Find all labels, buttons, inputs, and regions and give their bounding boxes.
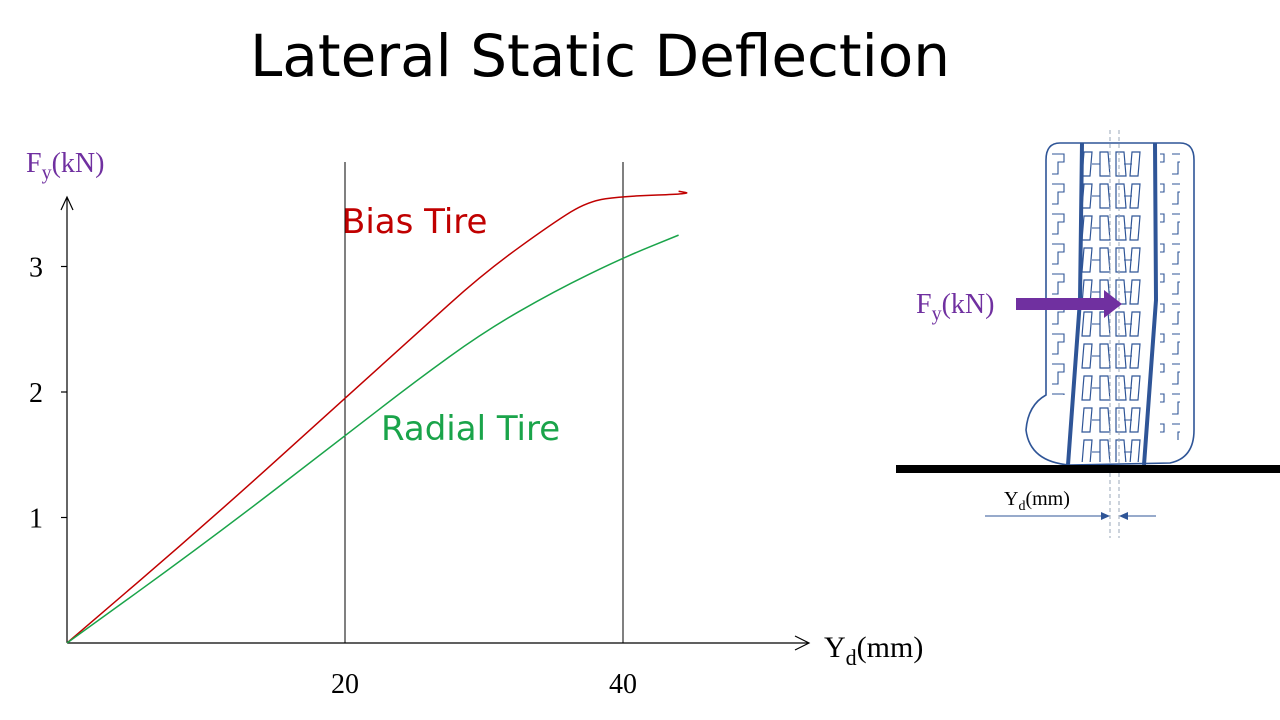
radial-tire-annotation: Radial Tire bbox=[381, 409, 560, 449]
tire-diagram: Yd(mm) Fy(kN) bbox=[896, 130, 1280, 538]
ground-line bbox=[896, 465, 1280, 473]
force-arrow-head bbox=[1104, 290, 1122, 318]
deflection-arrow-right bbox=[1119, 512, 1128, 520]
x-axis-label: Yd(mm) bbox=[824, 631, 923, 670]
deflection-label: Yd(mm) bbox=[1004, 488, 1070, 514]
y-axis-label: Fy(kN) bbox=[26, 148, 104, 184]
y-axis-arrow bbox=[60, 195, 74, 211]
x-tick-label: 20 bbox=[331, 669, 359, 700]
bias-tire-annotation: Bias Tire bbox=[342, 202, 487, 242]
tire-sidewall-pattern-right bbox=[1160, 150, 1180, 440]
x-tick-label: 40 bbox=[609, 669, 637, 700]
y-tick-label: 2 bbox=[29, 378, 43, 409]
chart-axes bbox=[60, 195, 811, 651]
tire-groove-right bbox=[1142, 142, 1159, 466]
force-arrow-shaft bbox=[1016, 298, 1106, 310]
series-line-bias-tire bbox=[66, 190, 688, 644]
force-label: Fy(kN) bbox=[916, 289, 994, 325]
x-axis-arrow bbox=[794, 635, 811, 651]
series-line-radial-tire bbox=[66, 234, 679, 644]
tire-sidewall-pattern bbox=[1050, 150, 1070, 395]
y-tick-label: 1 bbox=[29, 504, 43, 535]
page-title: Lateral Static Deflection bbox=[249, 22, 951, 90]
deflection-arrow-left bbox=[1101, 512, 1110, 520]
y-tick-label: 3 bbox=[29, 253, 43, 284]
